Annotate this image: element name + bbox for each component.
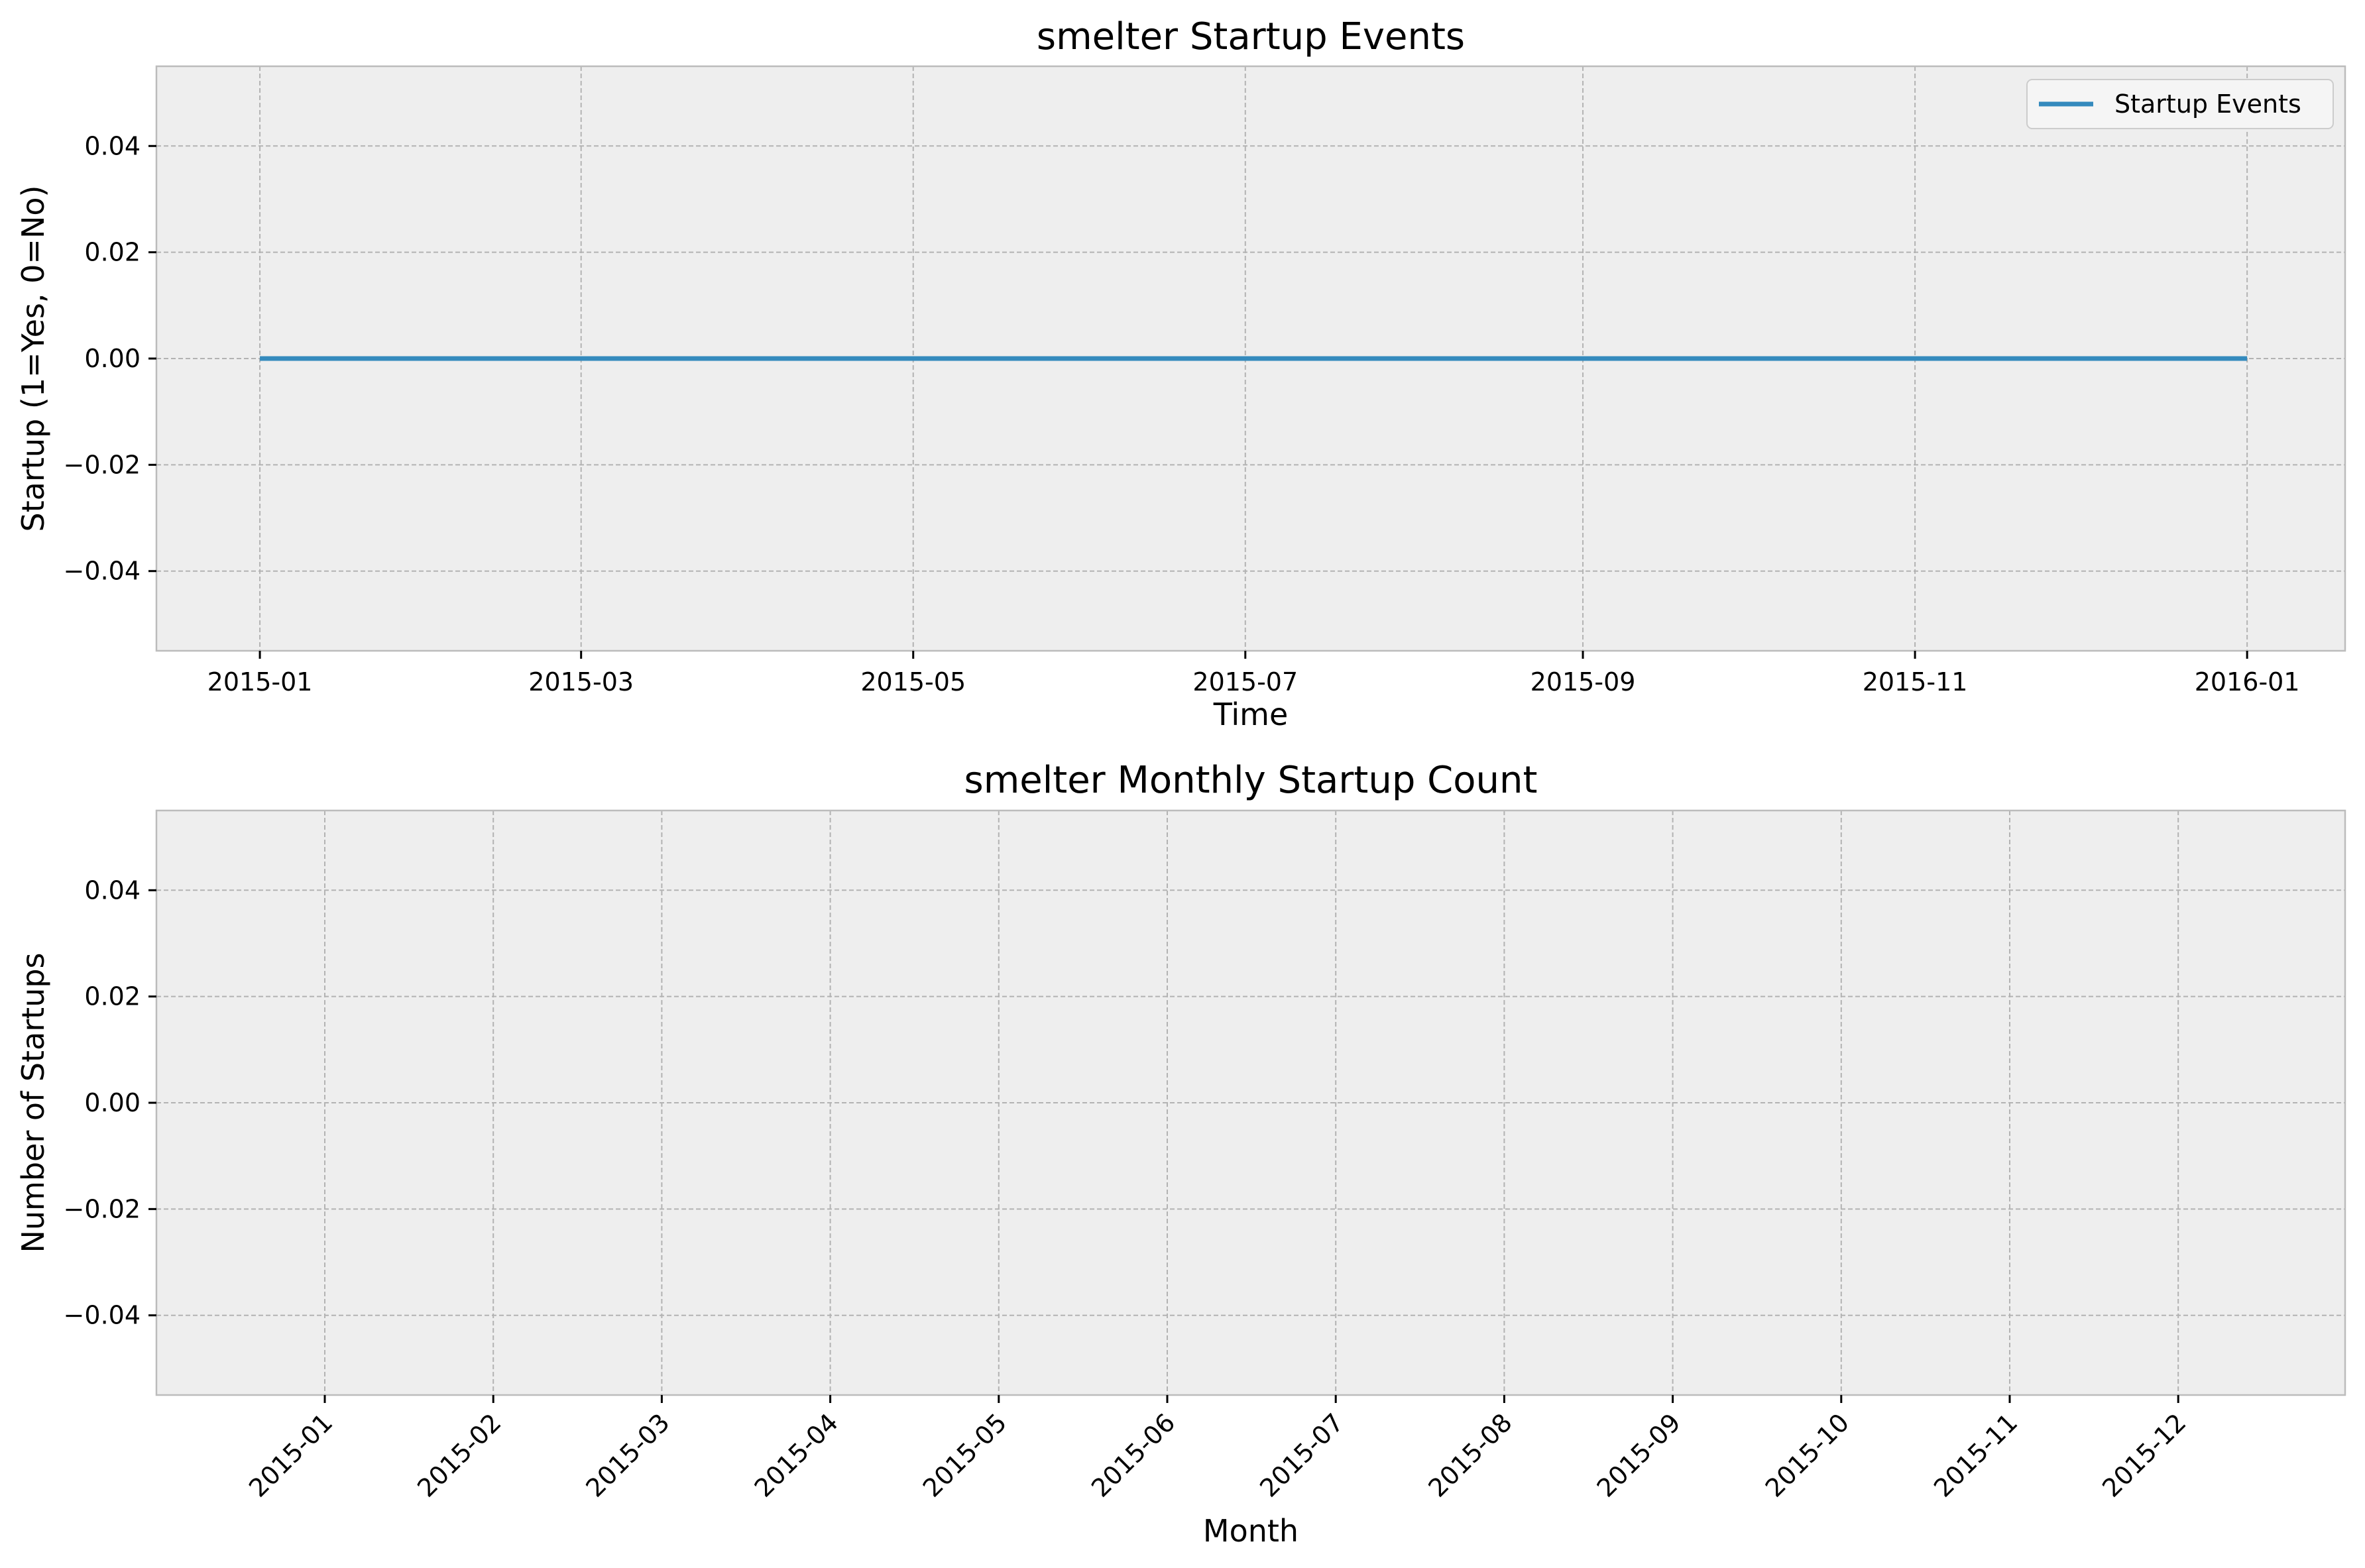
legend-box — [2026, 79, 2334, 129]
chart-1-ticks: 2015-01 2015-03 2015-05 2015-07 2015-09 2015-… — [64, 131, 2300, 697]
chart-1-legend: Startup Events — [2026, 79, 2334, 129]
y-tick-label: −0.04 — [64, 557, 141, 586]
chart-1-title: smelter Startup Events — [1037, 15, 1465, 58]
chart-2-y-axis-label: Number of Startups — [15, 952, 51, 1253]
y-tick-label: 0.02 — [84, 982, 141, 1011]
x-tick-label: 2015-01 — [243, 1408, 338, 1502]
chart-1-x-axis-label: Time — [1213, 697, 1289, 732]
y-tick-label: −0.02 — [64, 450, 141, 479]
x-tick-label: 2015-07 — [1192, 667, 1298, 697]
x-tick-label: 2015-06 — [1086, 1408, 1181, 1502]
y-tick-label: 0.00 — [84, 1088, 141, 1117]
y-tick-label: 0.04 — [84, 875, 141, 905]
x-tick-label: 2015-03 — [580, 1408, 675, 1502]
chart-2-grid — [156, 811, 2345, 1395]
y-tick-label: 0.02 — [84, 238, 141, 267]
x-tick-label: 2015-10 — [1760, 1408, 1855, 1502]
legend-entry-startup-events: Startup Events — [2114, 89, 2301, 119]
x-tick-label: 2015-01 — [207, 667, 313, 697]
x-tick-label: 2015-02 — [412, 1408, 506, 1502]
x-tick-label: 2015-07 — [1254, 1408, 1349, 1502]
x-tick-label: 2015-08 — [1422, 1408, 1517, 1502]
chart-2-x-axis-label: Month — [1203, 1513, 1298, 1549]
y-tick-label: 0.00 — [84, 344, 141, 373]
x-tick-label: 2015-05 — [917, 1408, 1012, 1502]
chart-1-y-axis-label: Startup (1=Yes, 0=No) — [15, 186, 51, 532]
x-tick-label: 2015-03 — [528, 667, 634, 697]
chart-startup-events: 2015-01 2015-03 2015-05 2015-07 2015-09 2015-… — [15, 15, 2346, 732]
x-tick-label: 2015-04 — [749, 1408, 844, 1502]
x-tick-label: 2015-12 — [2097, 1408, 2191, 1502]
x-tick-label: 2016-01 — [2195, 667, 2300, 697]
y-tick-label: −0.04 — [64, 1301, 141, 1330]
x-tick-label: 2015-05 — [860, 667, 966, 697]
y-tick-label: −0.02 — [64, 1194, 141, 1223]
chart-monthly-startup-count: 2015-01 2015-02 2015-03 2015-04 2015-05 2015-… — [15, 759, 2346, 1549]
x-tick-label: 2015-11 — [1928, 1408, 2023, 1502]
x-tick-label: 2015-11 — [1863, 667, 1968, 697]
y-tick-label: 0.04 — [84, 131, 141, 160]
chart-2-title: smelter Monthly Startup Count — [964, 759, 1538, 802]
x-tick-label: 2015-09 — [1591, 1408, 1686, 1502]
x-tick-label: 2015-09 — [1530, 667, 1636, 697]
